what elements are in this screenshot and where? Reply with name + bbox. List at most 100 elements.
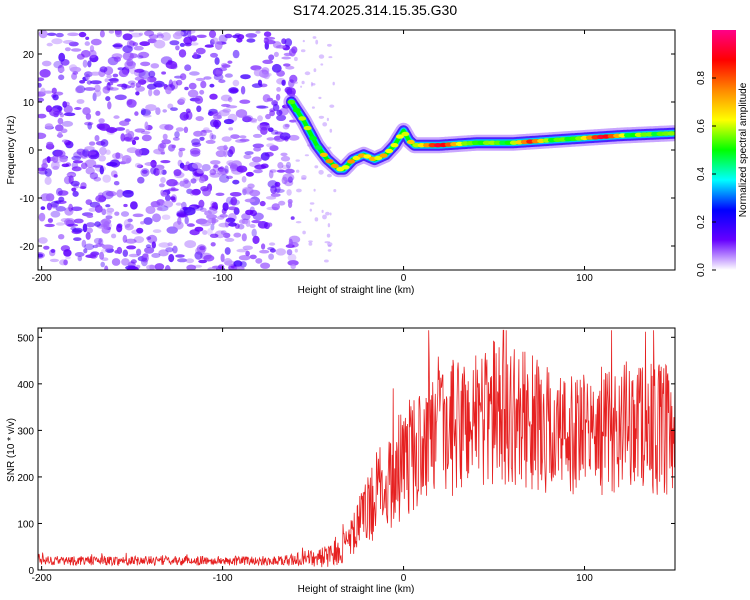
noise-cell [287, 253, 297, 262]
snr-plot: -200 -100 0 100 0 100 200 300 400 500 Height of … [6, 327, 676, 595]
noise-cell [84, 41, 91, 46]
noise-cell [187, 30, 192, 38]
noise-cell [135, 91, 140, 96]
noise-cell [255, 30, 261, 34]
noise-cell [127, 53, 139, 59]
noise-cell [250, 65, 262, 71]
ridge-cell [406, 139, 415, 145]
noise-cell [108, 87, 119, 91]
noise-cell [167, 188, 179, 192]
noise-cell [72, 71, 79, 75]
noise-cell [84, 159, 97, 168]
noise-cell [280, 155, 291, 162]
noise-cell [162, 109, 167, 113]
noise-cell [227, 60, 233, 64]
noise-cell [179, 42, 185, 47]
noise-cell [47, 218, 54, 223]
snr-ylabel: SNR (10 * v/v) [6, 418, 17, 482]
noise-cell [318, 96, 322, 100]
heatmap-ridge [283, 94, 675, 178]
noise-cell [52, 94, 59, 101]
noise-cell [118, 69, 129, 78]
noise-cell [179, 73, 187, 81]
noise-cell [139, 41, 151, 47]
noise-cell [245, 250, 250, 257]
noise-cell [38, 237, 48, 244]
noise-cell [320, 63, 324, 66]
noise-cell [201, 129, 213, 133]
noise-cell [240, 85, 246, 95]
noise-cell [223, 118, 234, 125]
colorbar-ticks: 0.0 0.2 0.4 0.6 0.8 [696, 71, 716, 277]
noise-cell [302, 230, 306, 235]
noise-cell [242, 116, 252, 123]
noise-cell [99, 166, 105, 175]
noise-cell [49, 249, 56, 257]
noise-cell [125, 238, 137, 244]
noise-cell [158, 249, 169, 257]
noise-cell [72, 227, 83, 233]
noise-cell [144, 246, 155, 254]
noise-cell [88, 141, 96, 146]
noise-cell [170, 63, 178, 70]
noise-cell [214, 121, 220, 130]
noise-cell [90, 38, 102, 46]
noise-cell [98, 118, 105, 124]
noise-cell [38, 113, 47, 119]
noise-cell [46, 42, 53, 47]
noise-cell [304, 71, 311, 76]
noise-cell [188, 82, 197, 90]
noise-cell [65, 256, 71, 260]
x-tick-label: -200 [32, 273, 52, 284]
noise-cell [86, 227, 93, 234]
noise-cell [309, 202, 315, 205]
noise-cell [113, 115, 120, 119]
noise-cell [102, 174, 111, 183]
noise-cell [112, 73, 119, 78]
noise-cell [151, 241, 156, 249]
noise-cell [223, 148, 228, 158]
noise-cell [99, 66, 108, 73]
ridge-cell [330, 163, 339, 169]
noise-cell [44, 176, 52, 185]
noise-cell [247, 118, 258, 123]
noise-cell [270, 193, 281, 197]
noise-cell [49, 258, 60, 263]
x-tick-label: 100 [576, 573, 593, 584]
noise-cell [186, 264, 197, 270]
noise-cell [73, 237, 82, 242]
noise-cell [84, 146, 95, 151]
noise-cell [178, 147, 186, 152]
noise-cell [321, 209, 324, 213]
noise-cell [198, 199, 205, 208]
noise-cell [126, 58, 134, 67]
noise-cell [44, 123, 54, 129]
noise-cell [261, 243, 266, 250]
noise-cell [151, 253, 161, 258]
noise-cell [50, 201, 59, 208]
noise-cell [276, 169, 286, 173]
noise-cell [207, 208, 218, 215]
noise-cell [140, 221, 145, 225]
ridge-cell [390, 143, 399, 148]
noise-cell [327, 249, 332, 252]
noise-cell [284, 123, 290, 128]
noise-cell [195, 77, 205, 82]
noise-cell [232, 79, 240, 87]
noise-cell [261, 71, 269, 79]
noise-cell [216, 215, 225, 220]
noise-cell [190, 178, 197, 184]
noise-cell [85, 232, 91, 240]
noise-cell [56, 187, 63, 197]
y-tick-label: 100 [17, 519, 34, 530]
ridge-cell [292, 108, 301, 113]
noise-cell [270, 129, 279, 135]
noise-cell [308, 242, 313, 246]
heatmap-noise-cells [38, 30, 337, 270]
noise-cell [285, 65, 295, 70]
noise-cell [288, 79, 295, 88]
noise-cell [62, 40, 75, 44]
noise-cell [318, 115, 325, 119]
noise-cell [136, 164, 144, 169]
